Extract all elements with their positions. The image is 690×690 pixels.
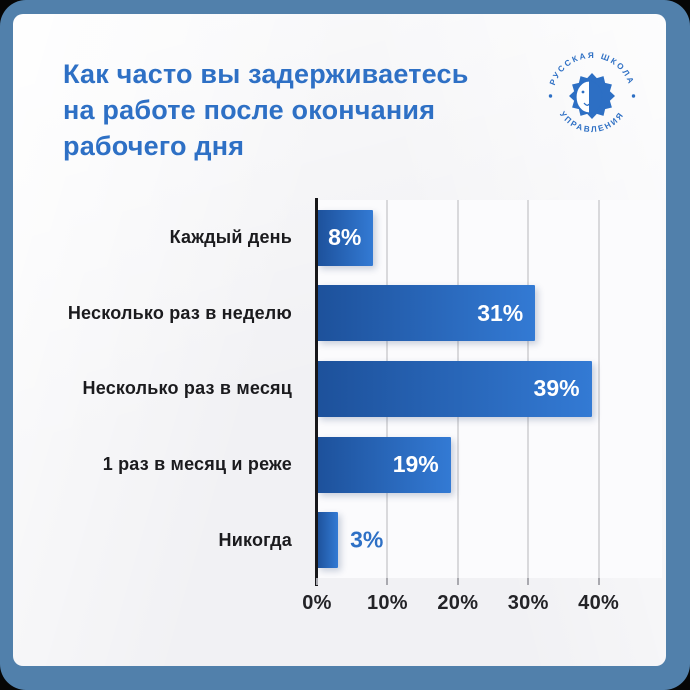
chart-row: Никогда 3% [13,502,662,578]
company-logo: РУССКАЯ ШКОЛА УПРАВЛЕНИЯ [548,51,636,134]
x-axis-label: 40% [578,592,620,614]
category-label: Каждый день [169,227,292,248]
bar: 8% [317,209,374,266]
axis-tick [316,578,318,585]
bar: 39% [317,360,592,417]
bar-track: 39% [317,360,662,417]
axis-tick [527,578,530,585]
axis-tick [597,578,600,585]
category-label: Несколько раз в неделю [67,302,292,323]
bar-track: 19% [317,436,662,493]
axis-tick [456,578,459,585]
bar-track: 31% [317,285,662,342]
value-label: 19% [392,451,439,478]
x-axis-label: 10% [366,592,408,614]
bar-track: 3% [317,512,662,569]
bar: 31% [317,285,536,342]
value-label: 39% [533,375,580,402]
bar: 3% [317,512,383,569]
chart-row: 1 раз в месяц и реже 19% [13,427,662,503]
logo-lion-icon [569,73,615,119]
category-label: Никогда [218,529,292,550]
x-axis-label: 30% [507,592,549,614]
card-body: Как часто вы задерживаетесь на работе по… [13,14,666,666]
value-label: 8% [328,224,362,251]
chart-rows: Каждый день 8% Несколько раз в неделю 31% Не… [13,200,662,578]
chart-row: Несколько раз в месяц 39% [13,351,662,427]
value-label: 31% [477,299,524,326]
category-label: Несколько раз в месяц [82,378,292,399]
chart-row: Несколько раз в неделю 31% [13,276,662,352]
value-label: 3% [350,526,384,553]
bar-track: 8% [317,209,662,266]
x-axis-label: 0% [302,592,332,614]
title-line: Как часто вы задерживаетесь [63,59,469,89]
category-label: 1 раз в месяц и реже [102,454,292,475]
page-title: Как часто вы задерживаетесь на работе по… [63,56,469,164]
title-line: на работе после окончания [63,95,436,125]
logo-right-dot [631,94,636,98]
logo-left-dot [548,94,553,98]
axis-tick [386,578,389,585]
bar: 19% [317,436,451,493]
y-axis-line [315,198,318,586]
gridline [597,200,600,578]
bar-chart: Каждый день 8% Несколько раз в неделю 31% Не… [13,198,666,636]
x-axis-label: 20% [437,592,479,614]
chart-row: Каждый день 8% [13,200,662,276]
title-line: рабочего дня [63,131,245,161]
